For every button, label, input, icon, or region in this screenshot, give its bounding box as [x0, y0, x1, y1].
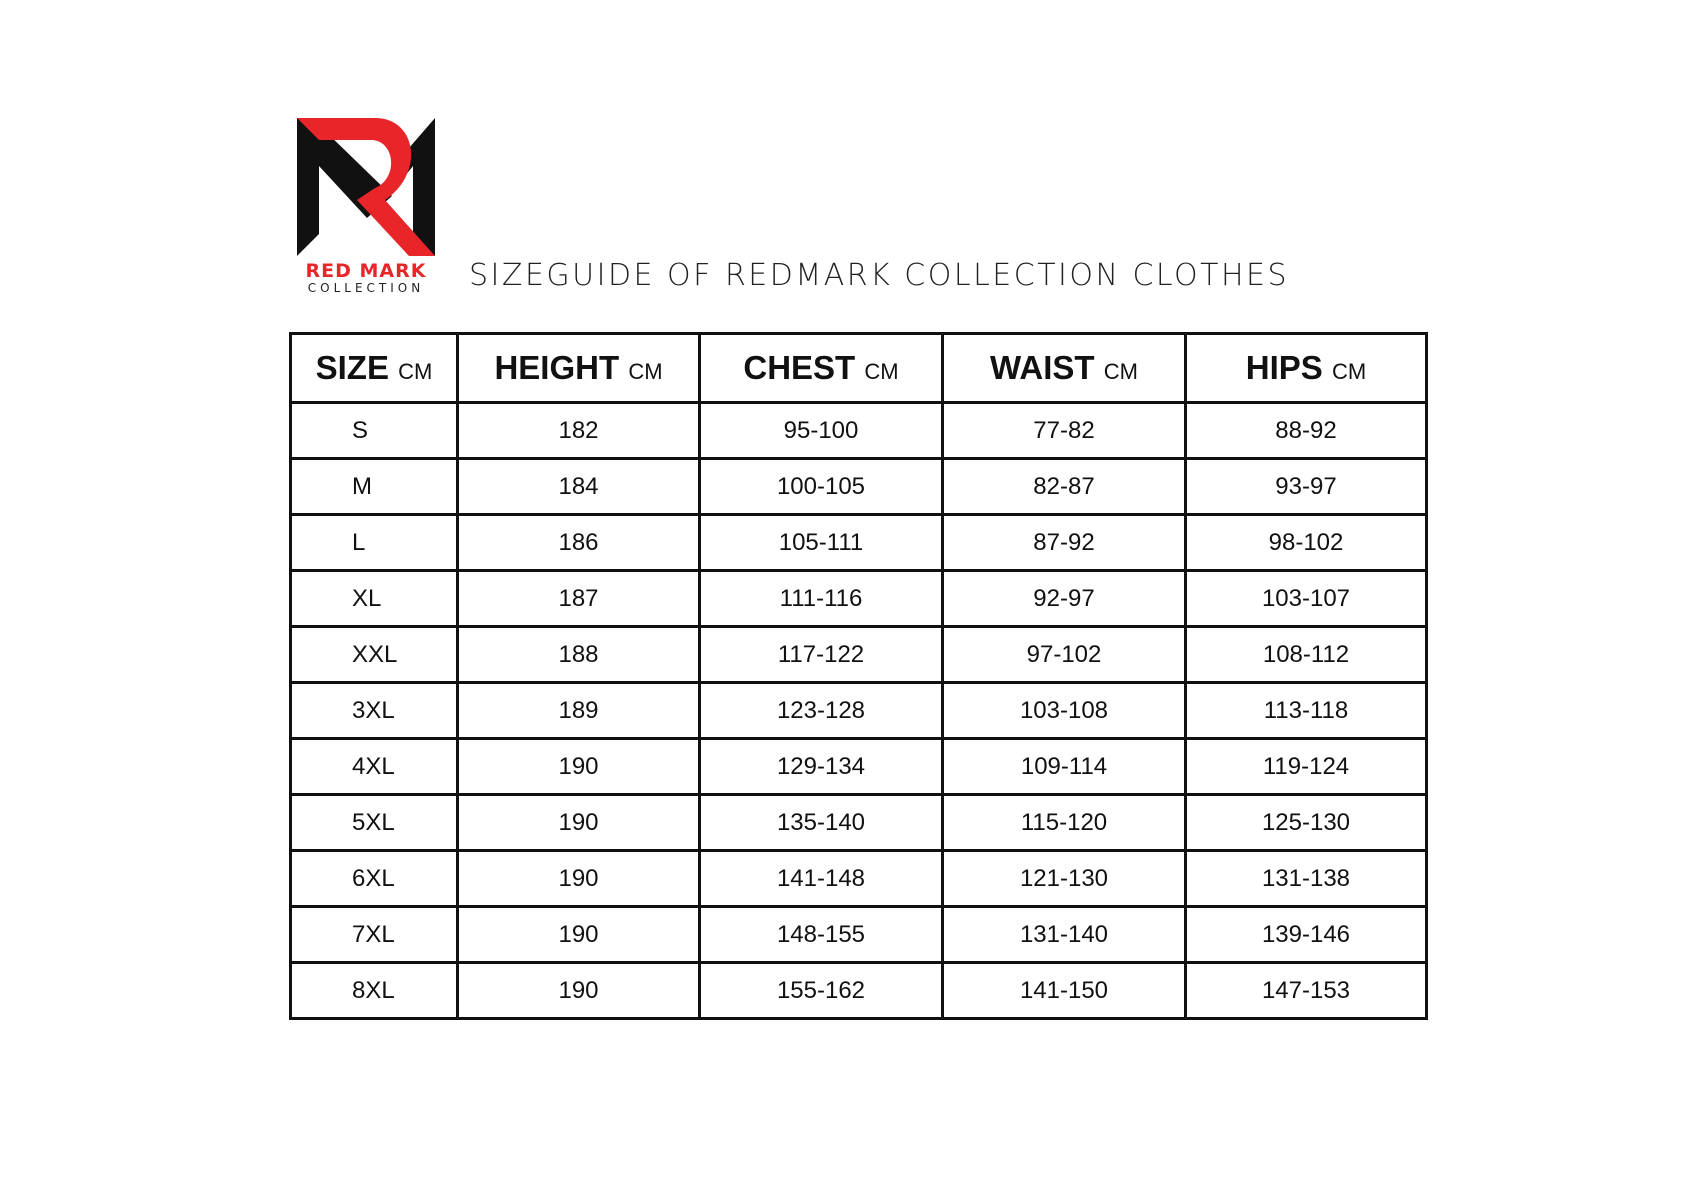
- table-cell: 4XL: [289, 737, 459, 796]
- table-header-row: SIZE CM HEIGHT CM CHEST CM WAIST CM HIPS CM: [289, 332, 1428, 404]
- brand-logo: RED MARK COLLECTION: [297, 118, 435, 296]
- table-cell: 113-118: [1184, 681, 1428, 740]
- header-unit: CM: [1331, 359, 1367, 384]
- header-label: HIPS: [1245, 349, 1323, 386]
- column-header-chest: CHEST CM: [698, 332, 944, 404]
- table-cell: 139-146: [1184, 905, 1428, 964]
- table-cell: 123-128: [698, 681, 944, 740]
- column-header-hips: HIPS CM: [1184, 332, 1428, 404]
- table-cell: 87-92: [941, 513, 1187, 572]
- table-cell: 186: [456, 513, 701, 572]
- table-cell: M: [289, 457, 459, 516]
- table-cell: 105-111: [698, 513, 944, 572]
- table-cell: 5XL: [289, 793, 459, 852]
- table-cell: 131-138: [1184, 849, 1428, 908]
- table-cell: 188: [456, 625, 701, 684]
- table-row: 3XL 189 123-128 103-108 113-118: [289, 681, 1428, 740]
- table-cell: 7XL: [289, 905, 459, 964]
- size-table: SIZE CM HEIGHT CM CHEST CM WAIST CM HIPS CM …: [289, 332, 1428, 1020]
- table-row: 5XL 190 135-140 115-120 125-130: [289, 793, 1428, 852]
- column-header-waist: WAIST CM: [941, 332, 1187, 404]
- table-row: 6XL 190 141-148 121-130 131-138: [289, 849, 1428, 908]
- table-cell: 119-124: [1184, 737, 1428, 796]
- table-cell: XXL: [289, 625, 459, 684]
- header-unit: CM: [1103, 359, 1138, 384]
- table-cell: 95-100: [698, 401, 944, 460]
- table-cell: L: [289, 513, 459, 572]
- table-cell: 141-148: [698, 849, 944, 908]
- page-title: SIZEGUIDE OF REDMARK COLLECTION CLOTHES: [469, 258, 1290, 293]
- table-cell: 98-102: [1184, 513, 1428, 572]
- table-cell: 129-134: [698, 737, 944, 796]
- column-header-size: SIZE CM: [289, 332, 459, 404]
- table-cell: 93-97: [1184, 457, 1428, 516]
- table-cell: 108-112: [1184, 625, 1428, 684]
- header-label: WAIST: [990, 349, 1095, 386]
- header-unit: CM: [864, 359, 899, 384]
- table-cell: 77-82: [941, 401, 1187, 460]
- table-cell: 148-155: [698, 905, 944, 964]
- table-row: L 186 105-111 87-92 98-102: [289, 513, 1428, 572]
- table-cell: 3XL: [289, 681, 459, 740]
- table-cell: S: [289, 401, 459, 460]
- table-cell: 125-130: [1184, 793, 1428, 852]
- table-cell: 111-116: [698, 569, 944, 628]
- table-cell: 88-92: [1184, 401, 1428, 460]
- table-row: 7XL 190 148-155 131-140 139-146: [289, 905, 1428, 964]
- header-label: CHEST: [743, 349, 856, 386]
- table-cell: 190: [456, 793, 701, 852]
- table-row: 8XL 190 155-162 141-150 147-153: [289, 961, 1428, 1020]
- table-cell: 182: [456, 401, 701, 460]
- table-cell: 100-105: [698, 457, 944, 516]
- table-cell: 141-150: [941, 961, 1187, 1020]
- table-cell: 190: [456, 905, 701, 964]
- table-row: 4XL 190 129-134 109-114 119-124: [289, 737, 1428, 796]
- table-cell: 6XL: [289, 849, 459, 908]
- table-cell: 109-114: [941, 737, 1187, 796]
- rm-monogram-icon: [297, 118, 435, 256]
- table-row: M 184 100-105 82-87 93-97: [289, 457, 1428, 516]
- table-cell: 82-87: [941, 457, 1187, 516]
- header-unit: CM: [398, 359, 433, 384]
- header-label: HEIGHT: [494, 349, 620, 386]
- table-cell: 117-122: [698, 625, 944, 684]
- header-unit: CM: [628, 359, 663, 384]
- brand-subtitle: COLLECTION: [307, 281, 425, 295]
- table-cell: 103-108: [941, 681, 1187, 740]
- header-label: SIZE: [315, 349, 389, 386]
- table-cell: 190: [456, 737, 701, 796]
- table-cell: 121-130: [941, 849, 1187, 908]
- table-cell: 92-97: [941, 569, 1187, 628]
- column-header-height: HEIGHT CM: [456, 332, 701, 404]
- table-cell: 135-140: [698, 793, 944, 852]
- table-cell: XL: [289, 569, 459, 628]
- table-cell: 187: [456, 569, 701, 628]
- table-row: S 182 95-100 77-82 88-92: [289, 401, 1428, 460]
- table-cell: 103-107: [1184, 569, 1428, 628]
- table-cell: 190: [456, 849, 701, 908]
- table-cell: 8XL: [289, 961, 459, 1020]
- table-row: XL 187 111-116 92-97 103-107: [289, 569, 1428, 628]
- table-cell: 115-120: [941, 793, 1187, 852]
- table-cell: 97-102: [941, 625, 1187, 684]
- table-cell: 189: [456, 681, 701, 740]
- table-cell: 190: [456, 961, 701, 1020]
- table-cell: 147-153: [1184, 961, 1428, 1020]
- table-cell: 184: [456, 457, 701, 516]
- table-cell: 155-162: [698, 961, 944, 1020]
- table-row: XXL 188 117-122 97-102 108-112: [289, 625, 1428, 684]
- brand-name: RED MARK: [305, 260, 427, 282]
- table-cell: 131-140: [941, 905, 1187, 964]
